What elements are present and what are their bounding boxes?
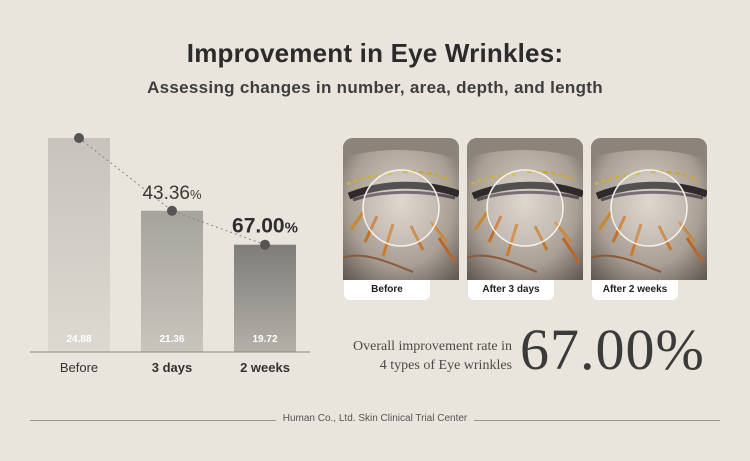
page-subtitle: Assessing changes in number, area, depth… (147, 78, 603, 97)
value-label-1: 21.36 (159, 334, 184, 345)
category-label-0: Before (60, 360, 98, 375)
value-label-2: 19.72 (252, 334, 277, 345)
bar-2 (234, 244, 296, 352)
bar-chart: 24.88 21.36 19.72 Before 3 days 2 weeks 43.36%… (30, 133, 310, 375)
overall-value: 67.00% (520, 317, 705, 382)
improvement-label-3-days: 43.36% (142, 183, 202, 204)
marker-1 (167, 205, 177, 216)
photo-before (343, 138, 459, 280)
footer-divider-left (30, 420, 276, 421)
marker-0 (74, 133, 84, 143)
overall-caption: Overall improvement rate in 4 types of E… (340, 337, 512, 375)
footer-credit: Human Co., Ltd. Skin Clinical Trial Cent… (282, 413, 468, 424)
bar-1 (141, 210, 203, 352)
photo-after-2-weeks (591, 138, 707, 280)
improvement-label-2-weeks: 67.00% (232, 215, 298, 238)
category-label-2: 2 weeks (240, 360, 290, 375)
overall-caption-line2: 4 types of Eye wrinkles (379, 358, 512, 373)
eye-photo-3-days-image (467, 138, 583, 280)
page-title: Improvement in Eye Wrinkles: (186, 38, 564, 68)
photo-label-2-weeks: After 2 weeks (592, 280, 678, 300)
bar-0 (48, 138, 110, 352)
footer-divider-right (474, 420, 720, 421)
eye-photo-before-image (343, 138, 459, 280)
eye-photo-2-weeks-image (591, 138, 707, 280)
photo-label-3-days: After 3 days (468, 280, 554, 300)
category-label-1: 3 days (152, 360, 192, 375)
marker-2 (260, 239, 270, 250)
photo-label-before: Before (344, 280, 430, 300)
overall-caption-line1: Overall improvement rate in (353, 339, 512, 354)
value-label-0: 24.88 (66, 334, 91, 345)
photo-after-3-days (467, 138, 583, 280)
